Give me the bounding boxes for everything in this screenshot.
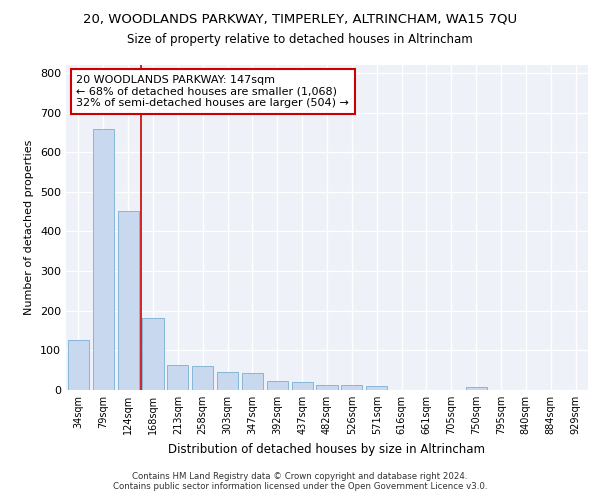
Bar (142, 318, 164, 390)
Bar (292, 382, 313, 390)
Bar (316, 385, 338, 390)
Text: 20 WOODLANDS PARKWAY: 147sqm
← 68% of detached houses are smaller (1,068)
32% of: 20 WOODLANDS PARKWAY: 147sqm ← 68% of de… (76, 74, 349, 108)
Bar (466, 387, 487, 390)
Bar (217, 372, 238, 390)
X-axis label: Distribution of detached houses by size in Altrincham: Distribution of detached houses by size … (169, 442, 485, 456)
Bar (118, 211, 139, 390)
Text: Contains HM Land Registry data © Crown copyright and database right 2024.: Contains HM Land Registry data © Crown c… (132, 472, 468, 481)
Bar (341, 385, 362, 390)
Bar (68, 340, 89, 390)
Bar (242, 373, 263, 390)
Bar (167, 366, 188, 390)
Bar (366, 386, 387, 390)
Text: 20, WOODLANDS PARKWAY, TIMPERLEY, ALTRINCHAM, WA15 7QU: 20, WOODLANDS PARKWAY, TIMPERLEY, ALTRIN… (83, 12, 517, 26)
Text: Size of property relative to detached houses in Altrincham: Size of property relative to detached ho… (127, 32, 473, 46)
Bar (267, 382, 288, 390)
Bar (93, 129, 114, 390)
Bar (192, 366, 213, 390)
Text: Contains public sector information licensed under the Open Government Licence v3: Contains public sector information licen… (113, 482, 487, 491)
Y-axis label: Number of detached properties: Number of detached properties (25, 140, 34, 315)
